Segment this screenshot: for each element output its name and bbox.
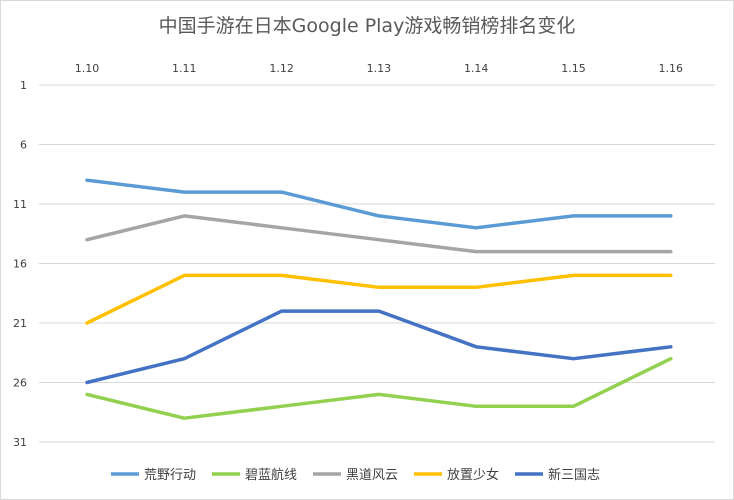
x-tick-label: 1.11 <box>172 62 197 75</box>
y-tick-label: 1 <box>20 79 27 92</box>
x-tick-label: 1.16 <box>659 62 684 75</box>
legend-label: 荒野行动 <box>144 468 196 483</box>
x-tick-label: 1.15 <box>561 62 586 75</box>
x-tick-label: 1.10 <box>75 62 100 75</box>
legend-label: 新三国志 <box>548 467 600 483</box>
grid-lines <box>39 84 715 443</box>
series-line-5 <box>85 309 673 385</box>
series-line-1 <box>85 178 673 230</box>
legend-label: 碧蓝航线 <box>245 467 297 483</box>
chart-title: 中国手游在日本Google Play游戏畅销榜排名变化 <box>159 15 576 37</box>
series-lines <box>85 178 673 420</box>
legend-label: 黑道风云 <box>346 468 398 483</box>
legend: 荒野行动 碧蓝航线 黑道风云 放置少女 新三国志 <box>111 467 600 483</box>
series-line-2 <box>85 356 673 420</box>
series-line-4 <box>85 273 673 325</box>
legend-label: 放置少女 <box>447 467 499 483</box>
y-tick-label: 21 <box>13 317 27 330</box>
x-axis-tick-labels: 1.10 1.11 1.12 1.13 1.14 1.15 1.16 <box>75 62 683 75</box>
y-tick-label: 31 <box>13 436 27 449</box>
x-tick-label: 1.14 <box>464 62 489 75</box>
x-tick-label: 1.12 <box>269 62 294 75</box>
y-tick-label: 16 <box>13 258 27 271</box>
y-tick-label: 26 <box>13 377 27 390</box>
x-tick-label: 1.13 <box>367 62 392 75</box>
y-tick-label: 6 <box>20 139 27 152</box>
series-line-3 <box>85 214 673 254</box>
y-tick-label: 11 <box>13 198 27 211</box>
